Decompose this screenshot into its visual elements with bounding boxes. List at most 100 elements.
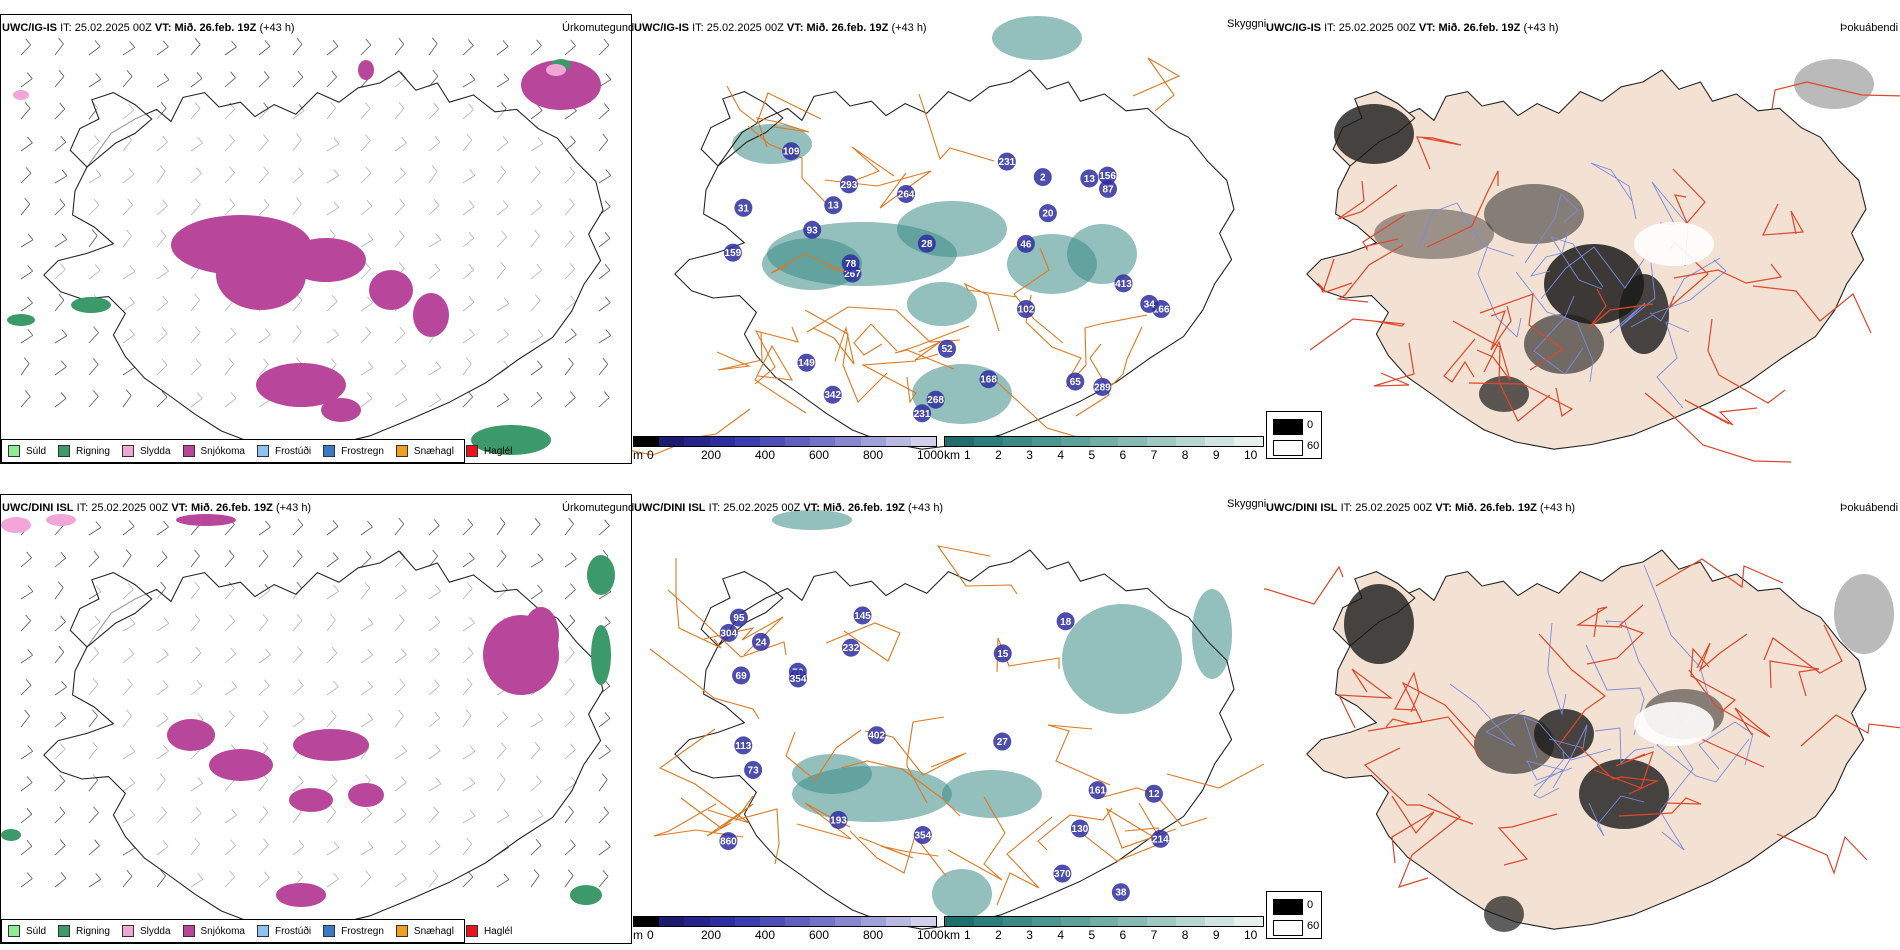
ceiling-value: 27	[997, 737, 1009, 748]
legend-label: Frostregn	[341, 925, 384, 937]
colorbar-step	[1118, 437, 1148, 446]
ceiling-value: 231	[914, 409, 931, 420]
colorbar-step	[659, 917, 685, 926]
snowfall-area	[348, 783, 384, 807]
colorbar-step	[1031, 437, 1061, 446]
precip-legend-item: Haglél	[465, 925, 512, 937]
ceiling-point	[913, 404, 932, 423]
ceiling-point	[729, 608, 748, 627]
ceiling-value: 13	[1084, 174, 1096, 185]
snowfall-area	[209, 749, 273, 781]
rain-area	[7, 314, 35, 326]
colorbar-step	[684, 437, 710, 446]
glacier-area	[1634, 222, 1714, 266]
ceiling-value: 34	[1144, 299, 1156, 310]
legend-label: Rigning	[76, 925, 110, 937]
snowfall-area	[523, 607, 559, 663]
fog-shading	[1474, 714, 1554, 774]
precip-legend-item: Snæhagl	[395, 925, 454, 937]
ceiling-point	[1070, 819, 1089, 838]
precip-legend-item: Frostúði	[256, 925, 311, 937]
legend-label: Haglél	[483, 445, 513, 457]
ceiling-point	[732, 666, 751, 685]
panel-label-fog-row2: Þokuábendi	[1840, 502, 1899, 514]
low-visibility-area	[897, 201, 1007, 257]
ceiling-value: 413	[1115, 279, 1132, 290]
visibility-map-row1: 31 13 46 268 13 231 102 267 156 166 34 293 20 149 159 3…	[632, 14, 1264, 464]
ceiling-value: 109	[783, 147, 800, 158]
colorbar-step	[860, 917, 886, 926]
fog-index-map-row2	[1264, 494, 1900, 944]
precip-legend-item: Frostregn	[323, 445, 384, 457]
fog-shading	[1374, 209, 1494, 259]
panel-label-fog-row1: Þokuábendi	[1840, 22, 1899, 34]
colorbar-step	[1205, 437, 1235, 446]
legend-swatch	[465, 925, 478, 937]
legend-swatch	[256, 445, 269, 457]
fog-legend-label: 60	[1307, 920, 1320, 932]
colorbar-step	[785, 917, 811, 926]
ceiling-point	[1080, 169, 1099, 188]
precip-legend-item: Snæhagl	[395, 445, 454, 457]
panel-title-visibility-row2: UWC/DINI ISL IT: 25.02.2025 00Z VT: Mið.…	[634, 502, 944, 514]
ceiling-point	[926, 390, 945, 409]
colorbar-tick: 0	[647, 928, 654, 942]
fog-shading	[1484, 184, 1584, 244]
ceiling-value: 168	[980, 375, 997, 386]
low-visibility-area	[1192, 589, 1232, 679]
legend-label: Rigning	[76, 445, 110, 457]
colorbar-tick: 1000	[917, 448, 944, 462]
colorbar-tick: 4	[1057, 448, 1065, 462]
colorbar-tick: 3	[1026, 448, 1033, 462]
ceiling-value: 113	[735, 741, 752, 752]
low-visibility-area	[792, 754, 872, 794]
colorbar-tick: 10	[1244, 928, 1258, 942]
panel-title-visibility-row1: UWC/IG-IS IT: 25.02.2025 00Z VT: Mið. 26…	[634, 22, 927, 34]
snowfall-area	[521, 60, 601, 110]
ceiling-point	[993, 644, 1012, 663]
colorbar-step	[1147, 437, 1177, 446]
colorbar-step	[885, 917, 911, 926]
legend-swatch	[8, 445, 20, 457]
colorbar-step	[945, 917, 974, 926]
fog-shading	[1344, 584, 1414, 664]
fog-legend-swatch	[1273, 440, 1303, 456]
ceiling-value: 159	[725, 248, 742, 259]
colorbar-step	[1031, 917, 1061, 926]
ceiling-point	[797, 353, 816, 372]
fog-legend-row1: 0 60	[1266, 411, 1322, 459]
colorbar-step	[759, 437, 786, 446]
legend-swatch	[182, 925, 195, 937]
precip-legend-item: Rigning	[58, 925, 110, 937]
snowfall-area	[216, 240, 306, 310]
precip-legend-item: Rigning	[58, 445, 110, 457]
snowfall-area	[276, 883, 326, 907]
ceiling-value: 354	[790, 674, 807, 685]
colorbar-step	[810, 917, 836, 926]
ceiling-point	[1140, 294, 1159, 313]
ceiling-point	[841, 638, 860, 657]
rain-area	[570, 885, 602, 905]
ceiling-point	[1099, 179, 1118, 198]
colorbar-step	[634, 437, 660, 446]
ceiling-point	[1053, 864, 1072, 883]
colorbar-tick: 800	[863, 448, 884, 462]
ceiling-point	[744, 760, 763, 779]
ceiling-point	[719, 832, 738, 851]
colorbar-step	[973, 437, 1003, 446]
legend-label: Snæhagl	[413, 925, 454, 937]
ceiling-point	[979, 370, 998, 389]
panel-title-fog-row1: UWC/IG-IS IT: 25.02.2025 00Z VT: Mið. 26…	[1266, 22, 1559, 34]
snowfall-area	[286, 238, 366, 282]
colorbar-tick: 5	[1088, 928, 1096, 942]
ceiling-value: 161	[1089, 786, 1106, 797]
ceiling-value: 46	[1020, 239, 1032, 250]
ceiling-point	[1151, 829, 1170, 848]
low-visibility-area	[1067, 224, 1137, 284]
colorbar-step	[1002, 437, 1032, 446]
ceiling-value: 87	[1102, 184, 1114, 195]
panel-label-precip-row2: Úrkomutegund	[562, 502, 635, 514]
colorbar-step	[810, 437, 836, 446]
ceiling-value: 370	[1054, 869, 1071, 880]
fog-legend-label: 0	[1307, 899, 1314, 911]
